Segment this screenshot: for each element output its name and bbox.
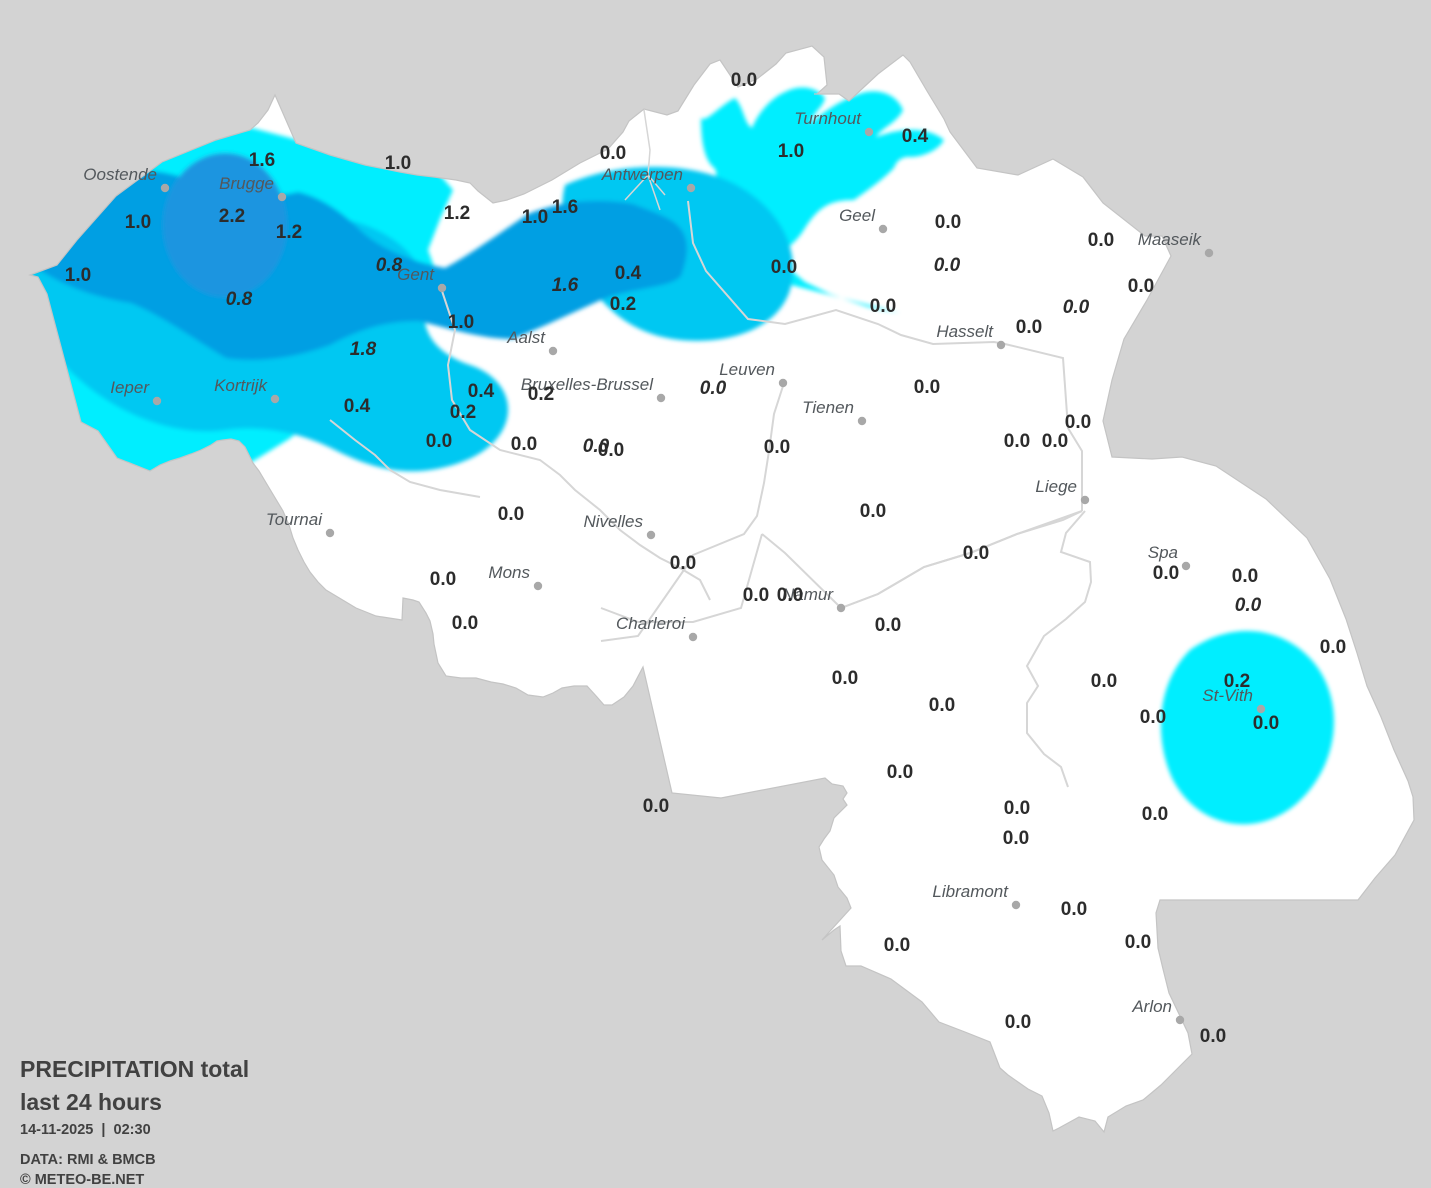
svg-text:0.2: 0.2: [528, 384, 554, 405]
svg-text:0.0: 0.0: [860, 501, 886, 522]
svg-text:Geel: Geel: [839, 206, 876, 225]
svg-text:1.6: 1.6: [552, 197, 578, 218]
svg-text:0.0: 0.0: [643, 796, 669, 817]
svg-text:Antwerpen: Antwerpen: [601, 165, 683, 184]
svg-text:Liege: Liege: [1035, 477, 1077, 496]
svg-text:0.0: 0.0: [670, 553, 696, 574]
svg-text:0.0: 0.0: [1063, 297, 1090, 318]
svg-text:Tienen: Tienen: [802, 398, 854, 417]
svg-text:0.0: 0.0: [1232, 566, 1258, 587]
svg-text:0.0: 0.0: [1016, 317, 1042, 338]
svg-text:0.0: 0.0: [963, 543, 989, 564]
svg-text:Brugge: Brugge: [219, 174, 274, 193]
svg-text:0.0: 0.0: [1253, 713, 1279, 734]
svg-text:Aalst: Aalst: [506, 328, 546, 347]
svg-text:0.2: 0.2: [610, 294, 636, 315]
svg-text:0.4: 0.4: [615, 263, 642, 284]
svg-text:0.0: 0.0: [914, 377, 940, 398]
svg-text:Ieper: Ieper: [110, 378, 150, 397]
svg-text:Leuven: Leuven: [719, 360, 775, 379]
svg-text:0.8: 0.8: [376, 255, 403, 276]
svg-text:0.0: 0.0: [771, 257, 797, 278]
svg-text:0.0: 0.0: [430, 569, 456, 590]
svg-text:0.0: 0.0: [1153, 563, 1179, 584]
svg-text:0.0: 0.0: [935, 212, 961, 233]
svg-text:0.0: 0.0: [1235, 595, 1262, 616]
svg-text:0.0: 0.0: [600, 143, 626, 164]
svg-text:1.8: 1.8: [350, 339, 377, 360]
svg-text:Maaseik: Maaseik: [1138, 230, 1203, 249]
svg-text:1.0: 1.0: [778, 141, 804, 162]
svg-text:Gent: Gent: [397, 265, 435, 284]
svg-text:0.0: 0.0: [598, 440, 624, 461]
svg-text:0.0: 0.0: [1128, 276, 1154, 297]
svg-text:Turnhout: Turnhout: [794, 109, 862, 128]
svg-text:2.2: 2.2: [219, 206, 245, 227]
svg-text:0.0: 0.0: [1140, 707, 1166, 728]
svg-text:0.0: 0.0: [1065, 412, 1091, 433]
svg-text:0.0: 0.0: [764, 437, 790, 458]
svg-text:0.0: 0.0: [731, 70, 757, 91]
svg-text:0.0: 0.0: [1061, 899, 1087, 920]
svg-text:1.0: 1.0: [385, 153, 411, 174]
svg-text:1.2: 1.2: [444, 203, 470, 224]
svg-text:0.0: 0.0: [700, 378, 727, 399]
svg-text:1.0: 1.0: [522, 207, 548, 228]
svg-text:Hasselt: Hasselt: [936, 322, 994, 341]
svg-text:Charleroi: Charleroi: [616, 614, 686, 633]
svg-text:0.0: 0.0: [887, 762, 913, 783]
svg-text:Arlon: Arlon: [1131, 997, 1172, 1016]
svg-text:Spa: Spa: [1148, 543, 1178, 562]
svg-text:Oostende: Oostende: [83, 165, 157, 184]
svg-text:0.0: 0.0: [1004, 798, 1030, 819]
svg-text:Mons: Mons: [488, 563, 530, 582]
svg-text:Libramont: Libramont: [932, 882, 1009, 901]
svg-text:0.4: 0.4: [344, 396, 371, 417]
svg-text:0.0: 0.0: [452, 613, 478, 634]
svg-text:0.0: 0.0: [1003, 828, 1029, 849]
svg-text:0.0: 0.0: [1200, 1026, 1226, 1047]
svg-text:1.6: 1.6: [249, 150, 275, 171]
svg-text:0.0: 0.0: [1320, 637, 1346, 658]
svg-text:0.0: 0.0: [743, 585, 769, 606]
svg-text:0.4: 0.4: [468, 381, 495, 402]
svg-text:1.0: 1.0: [65, 265, 91, 286]
svg-text:0.0: 0.0: [1004, 431, 1030, 452]
svg-text:0.2: 0.2: [450, 402, 476, 423]
svg-text:0.2: 0.2: [1224, 671, 1250, 692]
svg-text:0.0: 0.0: [884, 935, 910, 956]
svg-text:0.0: 0.0: [934, 255, 961, 276]
svg-text:Nivelles: Nivelles: [583, 512, 643, 531]
svg-text:0.0: 0.0: [929, 695, 955, 716]
svg-text:Kortrijk: Kortrijk: [214, 376, 268, 395]
svg-text:Tournai: Tournai: [266, 510, 323, 529]
svg-text:0.0: 0.0: [870, 296, 896, 317]
svg-text:0.0: 0.0: [1091, 671, 1117, 692]
svg-text:0.0: 0.0: [777, 585, 803, 606]
svg-text:0.0: 0.0: [1125, 932, 1151, 953]
svg-text:0.8: 0.8: [226, 289, 253, 310]
svg-text:0.0: 0.0: [511, 434, 537, 455]
svg-text:0.0: 0.0: [1005, 1012, 1031, 1033]
svg-text:1.0: 1.0: [448, 312, 474, 333]
svg-text:0.0: 0.0: [1042, 431, 1068, 452]
svg-text:0.0: 0.0: [1142, 804, 1168, 825]
svg-text:0.0: 0.0: [426, 431, 452, 452]
svg-text:1.6: 1.6: [552, 275, 579, 296]
svg-text:0.0: 0.0: [875, 615, 901, 636]
svg-text:0.0: 0.0: [832, 668, 858, 689]
svg-text:1.0: 1.0: [125, 212, 151, 233]
svg-text:0.0: 0.0: [1088, 230, 1114, 251]
svg-text:0.4: 0.4: [902, 126, 929, 147]
svg-text:1.2: 1.2: [276, 222, 302, 243]
svg-text:0.0: 0.0: [498, 504, 524, 525]
